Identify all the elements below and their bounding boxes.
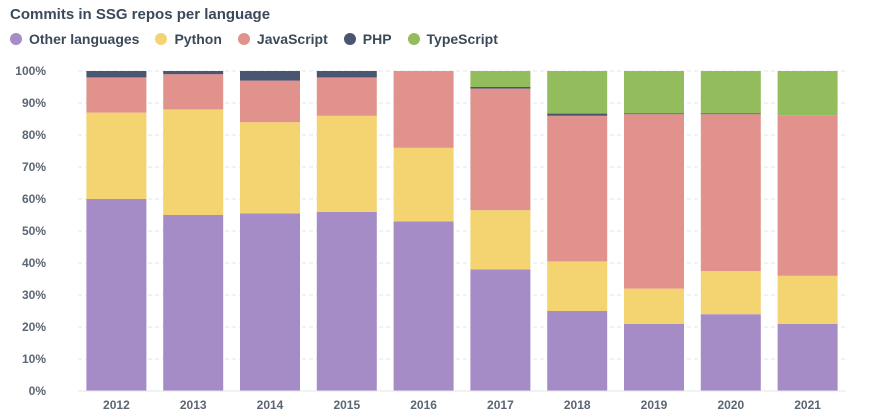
- bar-segment[interactable]: [777, 323, 838, 391]
- bar-segment[interactable]: [470, 269, 531, 391]
- bar-segment[interactable]: [393, 71, 454, 148]
- bar-segment[interactable]: [777, 275, 838, 324]
- legend-item[interactable]: PHP: [343, 31, 392, 47]
- bar-segment[interactable]: [316, 71, 377, 78]
- bar-segment[interactable]: [547, 113, 608, 116]
- bar-segment[interactable]: [316, 77, 377, 116]
- bar-segment[interactable]: [86, 112, 147, 199]
- legend-label: Other languages: [29, 31, 140, 47]
- bar-segment[interactable]: [547, 115, 608, 262]
- legend-item[interactable]: Other languages: [10, 31, 139, 47]
- bar-segment[interactable]: [393, 221, 454, 391]
- bar-segment[interactable]: [700, 271, 761, 315]
- y-tick-label: 60%: [22, 192, 46, 206]
- legend-label: PHP: [362, 31, 392, 47]
- legend-label: Python: [174, 31, 222, 47]
- y-tick-label: 20%: [22, 320, 46, 334]
- y-tick-label: 70%: [22, 160, 46, 174]
- legend-item[interactable]: Python: [155, 31, 222, 47]
- bar-segment[interactable]: [624, 114, 684, 289]
- x-tick-label: 2020: [717, 398, 744, 412]
- y-tick-label: 90%: [22, 96, 46, 110]
- bar-segment[interactable]: [470, 87, 531, 89]
- legend-item[interactable]: TypeScript: [407, 31, 498, 47]
- bar-segment[interactable]: [240, 213, 300, 391]
- y-tick-label: 0%: [29, 384, 47, 398]
- bar-segment[interactable]: [700, 113, 761, 115]
- x-tick-label: 2021: [794, 398, 821, 412]
- bar-segment[interactable]: [240, 122, 300, 214]
- bar-segment[interactable]: [240, 71, 300, 81]
- bar-segment[interactable]: [624, 71, 684, 114]
- y-tick-label: 10%: [22, 352, 46, 366]
- x-tick-label: 2019: [641, 398, 668, 412]
- bar-segment[interactable]: [163, 215, 224, 391]
- bar-segment[interactable]: [470, 71, 531, 87]
- y-tick-label: 30%: [22, 288, 46, 302]
- bar-segment[interactable]: [777, 71, 838, 116]
- x-tick-label: 2017: [487, 398, 514, 412]
- bar-segment[interactable]: [470, 88, 531, 211]
- legend-item[interactable]: JavaScript: [237, 31, 328, 47]
- bar-segment[interactable]: [700, 71, 761, 114]
- legend-label: TypeScript: [426, 31, 498, 47]
- x-tick-label: 2018: [564, 398, 591, 412]
- x-tick-label: 2013: [180, 398, 207, 412]
- legend-swatch: [407, 33, 420, 45]
- bar-segment[interactable]: [316, 115, 377, 212]
- x-tick-label: 2015: [333, 398, 360, 412]
- bar-segment[interactable]: [163, 74, 224, 110]
- chart-legend: Other languages Python JavaScript PHP TypeSc…: [10, 31, 498, 47]
- bar-segment[interactable]: [240, 80, 300, 123]
- bar-segment[interactable]: [86, 71, 147, 78]
- legend-swatch: [237, 33, 250, 45]
- bar-segment[interactable]: [393, 147, 454, 222]
- legend-label: JavaScript: [256, 31, 328, 47]
- x-tick-label: 2014: [257, 398, 284, 412]
- bar-segment[interactable]: [547, 261, 608, 311]
- x-tick-label: 2016: [410, 398, 437, 412]
- bar-segment[interactable]: [700, 114, 761, 271]
- y-tick-label: 40%: [22, 256, 46, 270]
- bar-segment[interactable]: [86, 77, 147, 113]
- legend-swatch: [343, 33, 356, 45]
- bar-segment[interactable]: [163, 109, 224, 215]
- x-tick-label: 2012: [103, 398, 130, 412]
- bar-segment[interactable]: [470, 210, 531, 270]
- bar-segment[interactable]: [700, 314, 761, 391]
- y-tick-label: 100%: [15, 64, 46, 78]
- y-tick-label: 80%: [22, 128, 46, 142]
- bar-segment[interactable]: [624, 113, 684, 115]
- bar-segment[interactable]: [624, 288, 684, 324]
- bar-segment[interactable]: [547, 71, 608, 114]
- bar-segment[interactable]: [316, 211, 377, 391]
- bar-segment[interactable]: [777, 115, 838, 276]
- legend-swatch: [155, 33, 168, 45]
- y-tick-label: 50%: [22, 224, 46, 238]
- bar-segment[interactable]: [624, 323, 684, 391]
- bar-segment[interactable]: [86, 199, 147, 391]
- chart-title: Commits in SSG repos per language: [10, 6, 271, 23]
- bar-segment[interactable]: [163, 71, 224, 75]
- bar-segment[interactable]: [547, 311, 608, 391]
- legend-swatch: [10, 33, 22, 45]
